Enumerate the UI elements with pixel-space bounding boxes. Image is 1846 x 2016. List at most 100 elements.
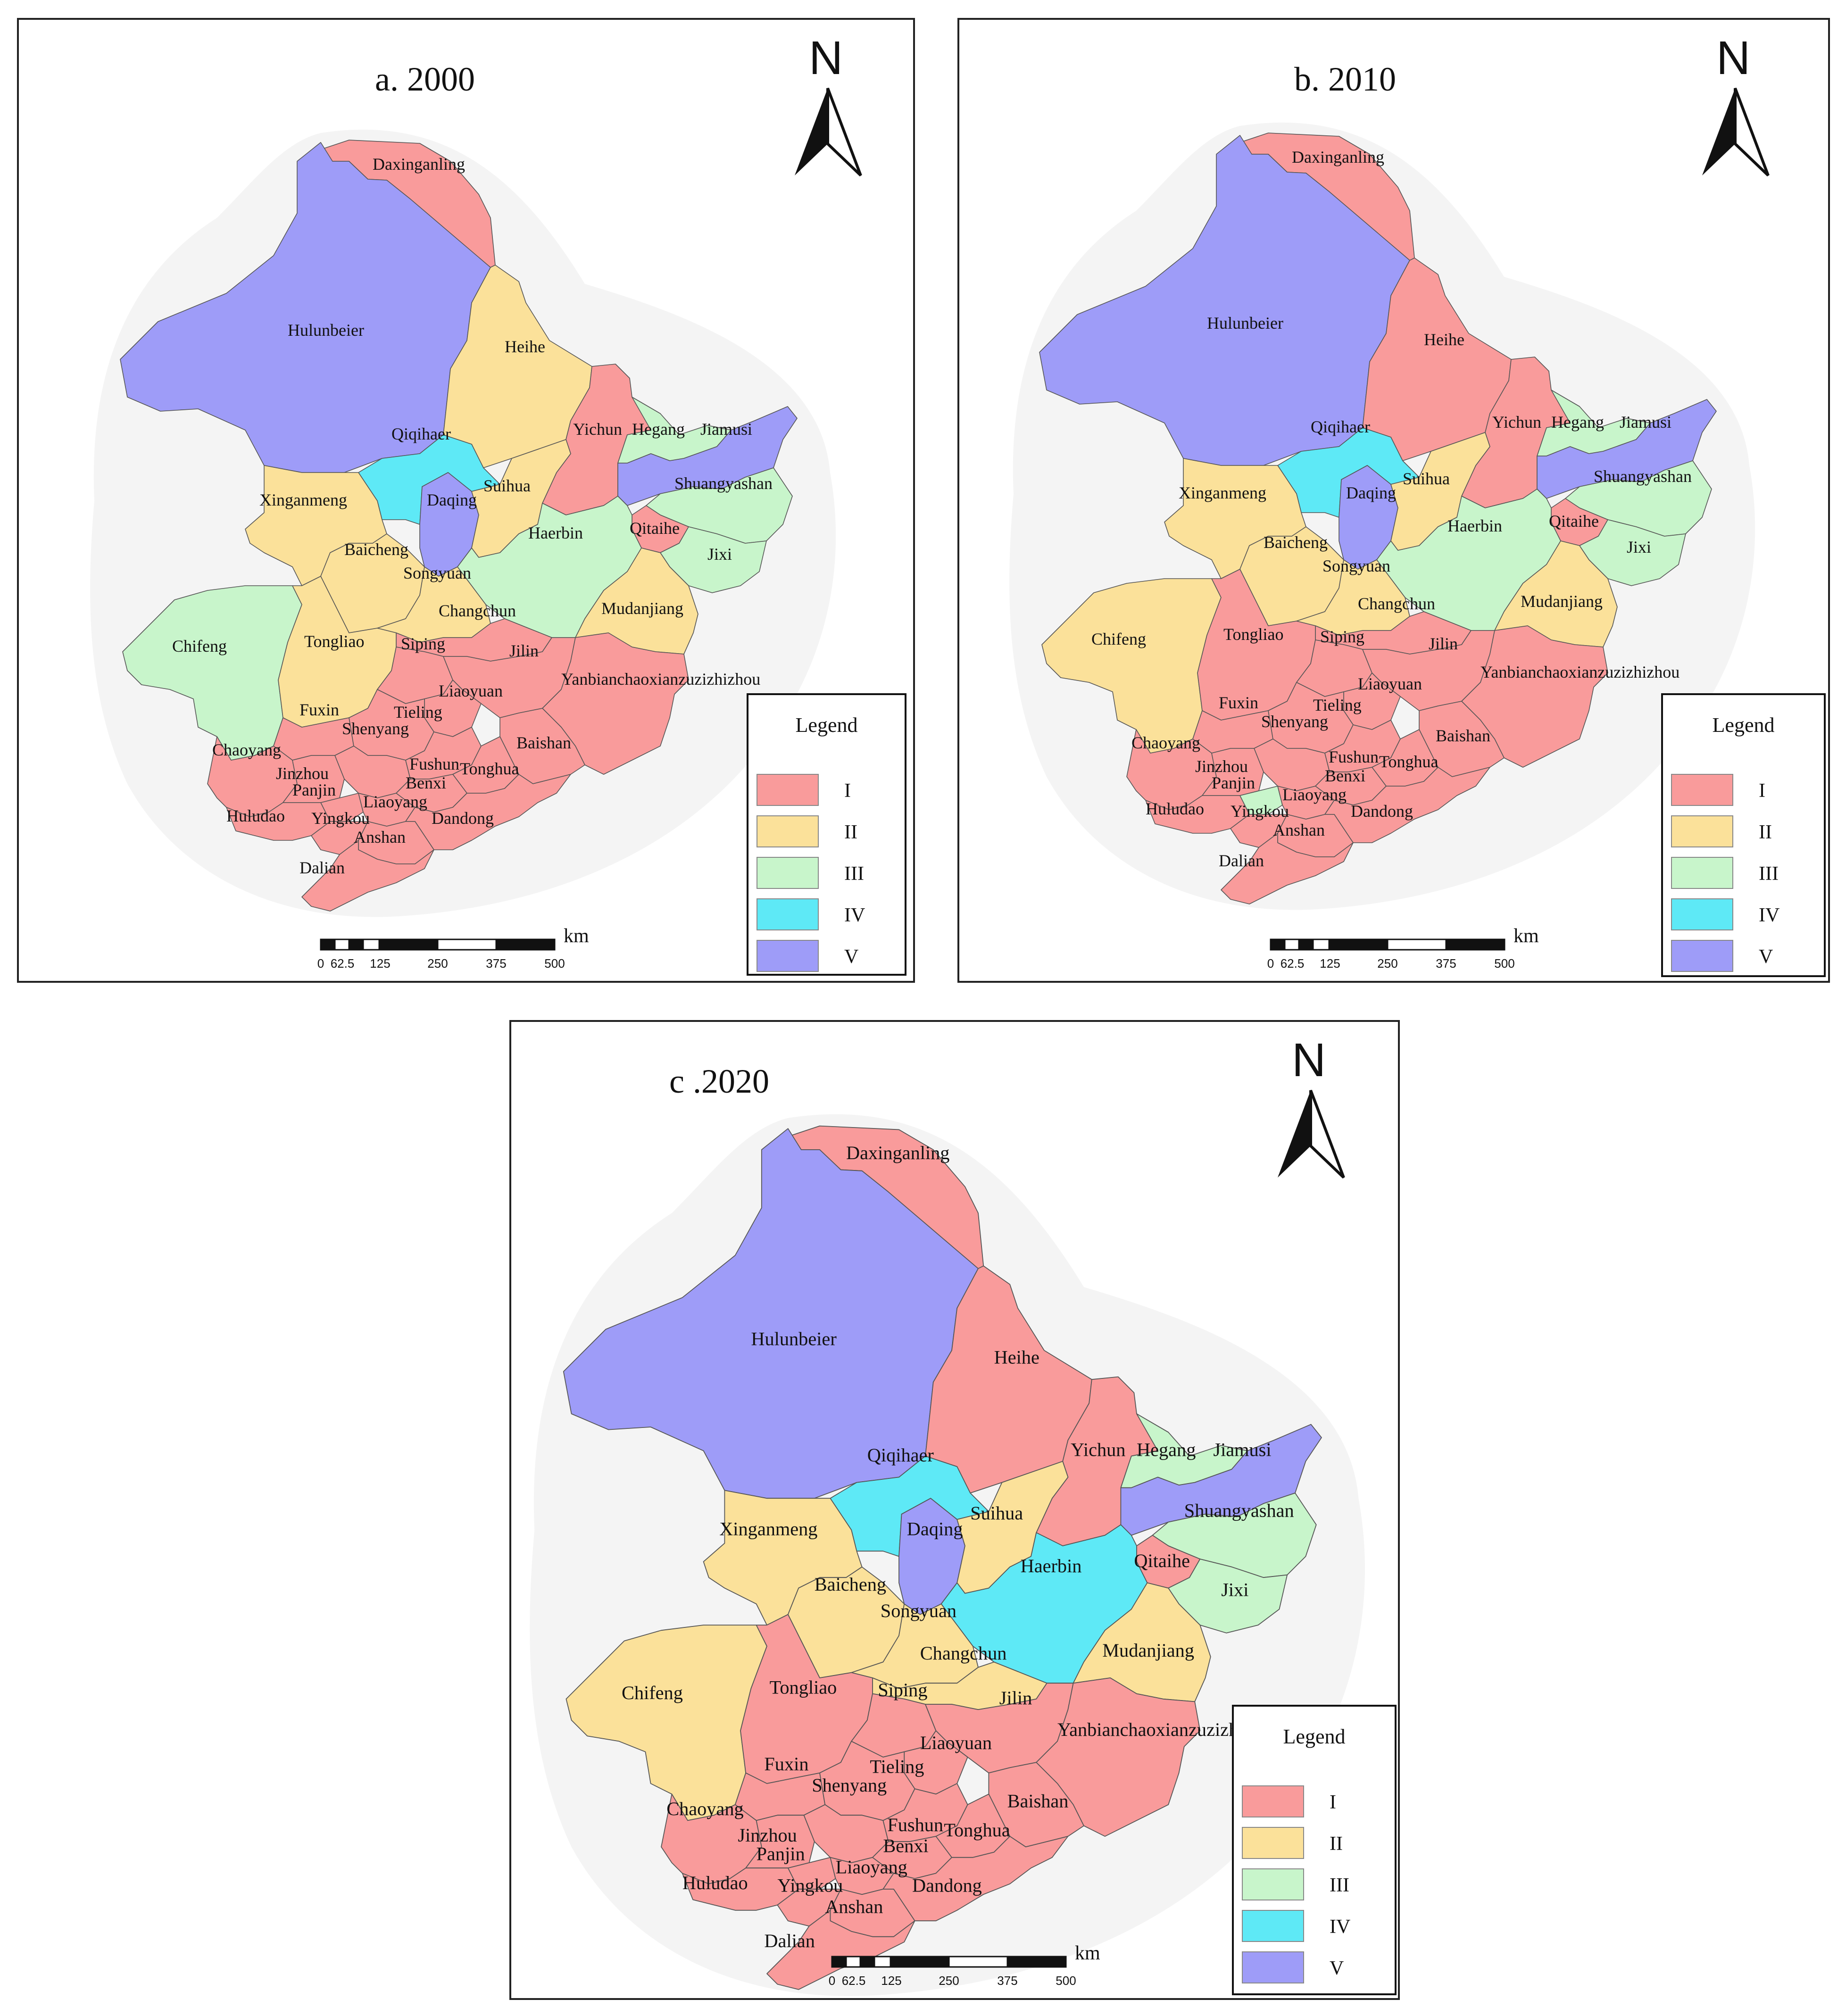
label-qitaihe: Qitaihe [630,519,680,538]
label-jinzhou: Jinzhou [276,764,329,783]
label-shenyang: Shenyang [1261,712,1328,731]
scale-tick-label: 375 [486,956,506,971]
scale-segment [873,1956,891,1968]
legend-swatch-v [1242,1951,1304,1983]
label-hulunbeier: Hulunbeier [288,321,364,340]
north-arrow-left [795,88,828,175]
label-changchun: Changchun [439,601,516,620]
label-baicheng: Baicheng [815,1574,886,1595]
label-yichun: Yichun [1492,413,1541,431]
scale-segment [890,1956,950,1968]
label-tieling: Tieling [870,1756,924,1777]
label-jilin: Jilin [999,1687,1032,1709]
legend-swatch-iv [757,898,819,930]
label-daqing: Daqing [427,490,477,509]
label-jixi: Jixi [707,545,732,564]
scale-segment [320,938,336,951]
label-baicheng: Baicheng [344,540,408,559]
north-label: N [809,32,843,84]
label-yingkou: Yingkou [311,809,370,828]
scale-segment [1445,938,1505,951]
legend-class-label: V [1330,1958,1344,1979]
north-label: N [1716,32,1750,84]
label-qitaihe: Qitaihe [1549,512,1599,531]
north-arrow-right [826,87,862,177]
scale-segment [1312,938,1330,951]
label-baishan: Baishan [516,733,571,752]
label-jinzhou: Jinzhou [738,1825,797,1846]
scale-bar: 0 62.5 125 250 375 500 km [829,1942,1100,1988]
label-qitaihe: Qitaihe [1134,1550,1190,1571]
label-tonghua: Tonghua [1379,752,1438,771]
label-xinganmeng: Xinganmeng [1179,483,1266,502]
region-jixi [660,526,767,593]
label-panjin: Panjin [1212,773,1255,792]
scale-bar: 0 62.5 125 250 375 500 km [317,925,589,971]
region-map: Daxinganling Hulunbeier Heihe Qiqihaer Yichu… [90,129,836,917]
scale-tick-label: 0 [317,956,324,971]
north-arrow-icon: N [1702,32,1770,177]
label-chaoyang: Chaoyang [1131,733,1200,752]
label-yingkou: Yingkou [1231,802,1289,821]
scale-tick-label: 250 [427,956,448,971]
label-mudanjiang: Mudanjiang [601,599,683,618]
label-huludao: Huludao [1146,799,1204,818]
legend-class-label: I [1330,1792,1336,1813]
label-fushun: Fushun [1329,747,1379,766]
label-yichun: Yichun [573,420,622,439]
label-benxi: Benxi [1325,766,1365,785]
label-anshan: Anshan [825,1896,883,1917]
label-daqing: Daqing [1346,483,1396,502]
legend-swatch-ii [1671,815,1733,847]
label-liaoyuan: Liaoyuan [920,1732,992,1753]
label-huludao: Huludao [682,1872,748,1893]
label-chifeng: Chifeng [622,1682,683,1703]
map-canvas-2010: b. 2010 Daxinganling Hulunbeier Heihe Qiqih… [1009,32,1826,977]
label-jilin: Jilin [509,641,539,660]
map-panel-2000: a. 2000 Daxinganling Hulunbeier Heihe Qiqih… [17,18,915,983]
legend-swatch-ii [1242,1827,1304,1859]
scale-segment [437,938,497,951]
label-huludao: Huludao [226,806,285,825]
legend-class-label: IV [844,904,865,926]
scale-segment [1270,938,1286,951]
label-xinganmeng: Xinganmeng [719,1518,817,1540]
label-yanbianchaoxianzuzizhizhou: Yanbianchaoxianzuzizhizhou [1480,663,1680,681]
legend-class-label: I [844,780,851,802]
label-jixi: Jixi [1627,538,1651,556]
label-baishan: Baishan [1436,726,1490,745]
label-qiqihaer: Qiqihaer [391,424,451,443]
label-hulunbeier: Hulunbeier [751,1328,837,1349]
legend-class-label: III [1759,863,1779,885]
label-heihe: Heihe [994,1347,1039,1368]
label-mudanjiang: Mudanjiang [1521,592,1603,611]
label-jiamusi: Jiamusi [700,420,752,439]
label-dalian: Dalian [764,1930,815,1951]
label-jiamusi: Jiamusi [1620,413,1671,431]
legend-swatch-i [757,774,819,806]
label-daqing: Daqing [907,1518,963,1540]
legend-title: Legend [1283,1725,1346,1748]
label-fushun: Fushun [887,1814,943,1835]
label-anshan: Anshan [354,828,406,846]
label-shenyang: Shenyang [342,719,409,738]
label-tongliao: Tongliao [1223,625,1283,644]
legend-class-label: V [1759,946,1773,968]
label-liaoyuan: Liaoyuan [1358,674,1422,693]
scale-unit: km [1075,1942,1100,1964]
scale-segment [1006,1956,1067,1968]
scale-segment [334,938,350,951]
north-label: N [1292,1034,1326,1087]
scale-tick-label: 500 [1056,1974,1076,1988]
label-shuangyashan: Shuangyashan [1184,1500,1294,1521]
scale-tick-label: 125 [1320,956,1340,971]
legend-swatch-iii [1242,1868,1304,1900]
label-chaoyang: Chaoyang [666,1798,743,1819]
label-suihua: Suihua [1403,469,1450,488]
label-tonghua: Tonghua [944,1819,1010,1841]
legend-class-label: V [844,946,858,968]
label-dalian: Dalian [1219,851,1264,870]
